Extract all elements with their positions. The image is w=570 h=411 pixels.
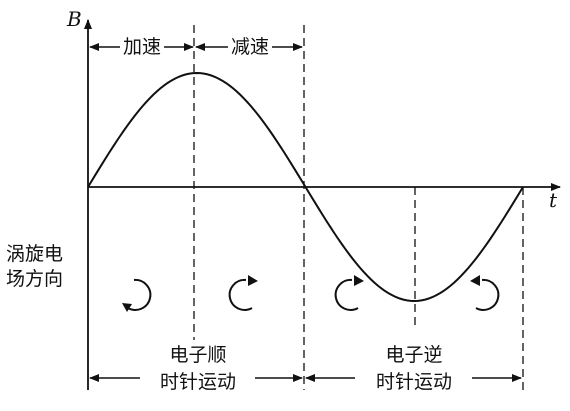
field-direction-label-line2: 场方向: [6, 268, 63, 290]
field-direction-label-line1: 涡旋电: [6, 243, 63, 265]
circular-arrow-icon: [470, 275, 500, 311]
accelerate-label: 加速: [123, 36, 161, 58]
y-axis-label: B: [66, 7, 82, 31]
clockwise-motion-label-line2: 时针运动: [160, 371, 236, 393]
circular-arrow-icon: [334, 275, 364, 311]
clockwise-motion-label-line1: 电子顺: [169, 344, 226, 366]
counterclockwise-motion-label-line2: 时针运动: [376, 371, 452, 393]
magnetic-field-curve: [87, 71, 524, 303]
circular-arrow-icon: [228, 275, 258, 311]
x-axis-label: t: [549, 188, 558, 212]
circular-arrow-icon: [122, 278, 152, 312]
decelerate-label: 减速: [231, 36, 269, 58]
counterclockwise-motion-label-line1: 电子逆: [385, 344, 442, 366]
